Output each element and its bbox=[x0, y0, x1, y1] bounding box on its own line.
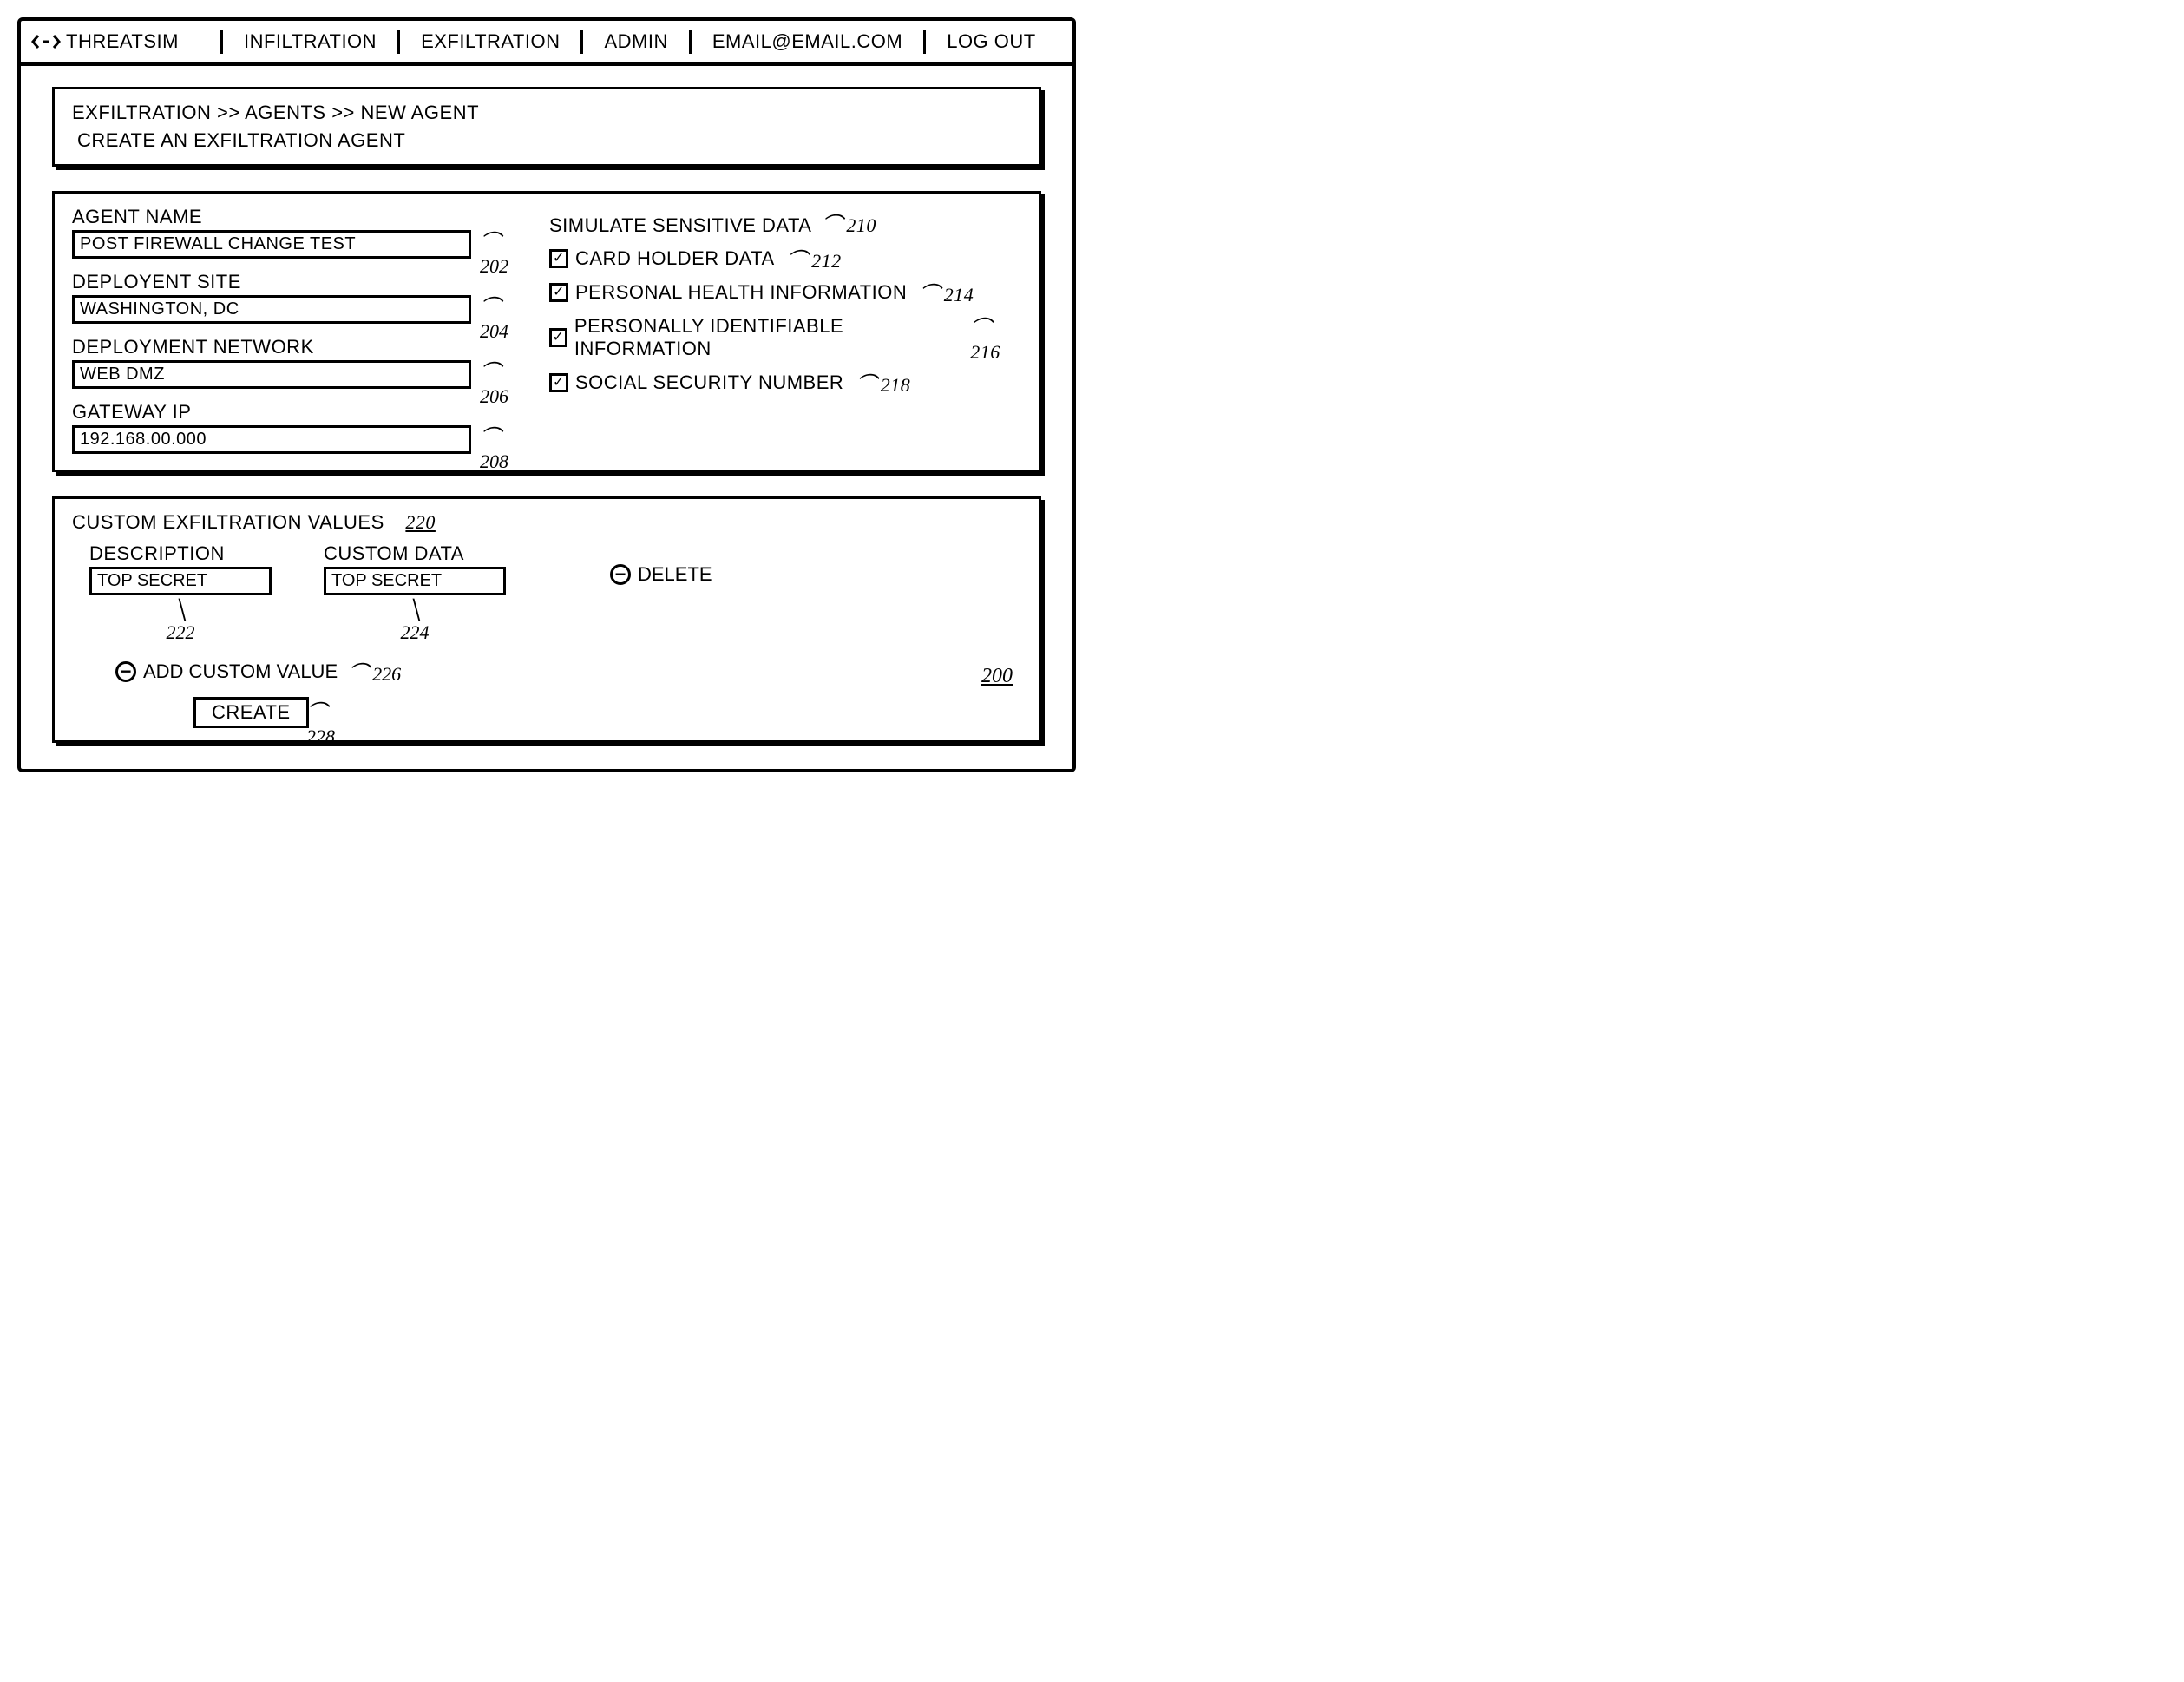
deploy-site-label: DEPLOYENT SITE bbox=[72, 271, 523, 293]
nav-infiltration[interactable]: INFILTRATION bbox=[223, 30, 397, 53]
ref-202: ⌒202 bbox=[480, 225, 523, 278]
ref-214: ⌒214 bbox=[919, 277, 974, 307]
check-card-holder[interactable]: ✓ CARD HOLDER DATA ⌒212 bbox=[549, 243, 1021, 273]
delete-label: DELETE bbox=[638, 563, 712, 586]
deploy-net-label: DEPLOYMENT NETWORK bbox=[72, 336, 523, 358]
add-custom-button[interactable]: − ADD CUSTOM VALUE ⌒226 bbox=[115, 656, 1021, 687]
header-panel: EXFILTRATION >> AGENTS >> NEW AGENT CREA… bbox=[52, 87, 1041, 167]
ref-206: ⌒206 bbox=[480, 355, 523, 408]
custom-values-panel: CUSTOM EXFILTRATION VALUES 220 DESCRIPTI… bbox=[52, 496, 1041, 743]
gateway-input[interactable] bbox=[72, 425, 471, 454]
breadcrumb: EXFILTRATION >> AGENTS >> NEW AGENT bbox=[72, 102, 1021, 124]
ref-200: 200 bbox=[981, 665, 1013, 688]
brand-icon bbox=[31, 32, 61, 51]
navbar: THREATSIM INFILTRATION EXFILTRATION ADMI… bbox=[21, 21, 1072, 66]
checkbox-icon: ✓ bbox=[549, 249, 568, 268]
ref-216: ⌒216 bbox=[970, 311, 1021, 364]
check-ssn[interactable]: ✓ SOCIAL SECURITY NUMBER ⌒218 bbox=[549, 367, 1021, 398]
ref-210: ⌒210 bbox=[822, 214, 876, 236]
agent-name-label: AGENT NAME bbox=[72, 206, 523, 228]
ref-208: ⌒208 bbox=[480, 420, 523, 473]
check-label: CARD HOLDER DATA bbox=[575, 247, 775, 270]
check-pii[interactable]: ✓ PERSONALLY IDENTIFIABLE INFORMATION ⌒2… bbox=[549, 311, 1021, 364]
nav-exfiltration[interactable]: EXFILTRATION bbox=[400, 30, 580, 53]
content-area: EXFILTRATION >> AGENTS >> NEW AGENT CREA… bbox=[21, 66, 1072, 769]
nav-logout[interactable]: LOG OUT bbox=[926, 30, 1057, 53]
nav-email[interactable]: EMAIL@EMAIL.COM bbox=[692, 30, 923, 53]
checkbox-icon: ✓ bbox=[549, 328, 567, 347]
ref-204: ⌒204 bbox=[480, 290, 523, 343]
checkbox-icon: ✓ bbox=[549, 283, 568, 302]
ref-224: ╲224 bbox=[324, 599, 506, 644]
check-phi[interactable]: ✓ PERSONAL HEALTH INFORMATION ⌒214 bbox=[549, 277, 1021, 307]
ref-228: ⌒228 bbox=[306, 695, 335, 748]
gateway-label: GATEWAY IP bbox=[72, 401, 523, 424]
deploy-net-input[interactable] bbox=[72, 360, 471, 389]
add-label: ADD CUSTOM VALUE bbox=[143, 660, 338, 683]
custom-data-input[interactable] bbox=[324, 567, 506, 595]
ref-212: ⌒212 bbox=[787, 243, 842, 273]
minus-icon: − bbox=[610, 564, 631, 585]
app-frame: THREATSIM INFILTRATION EXFILTRATION ADMI… bbox=[17, 17, 1076, 772]
ref-220: 220 bbox=[405, 511, 436, 533]
minus-icon: − bbox=[115, 661, 136, 682]
delete-button[interactable]: − DELETE bbox=[610, 563, 712, 586]
description-input[interactable] bbox=[89, 567, 272, 595]
ref-222: ╲222 bbox=[89, 599, 272, 644]
checkbox-icon: ✓ bbox=[549, 373, 568, 392]
ref-218: ⌒218 bbox=[856, 367, 910, 398]
page-title: CREATE AN EXFILTRATION AGENT bbox=[77, 129, 1021, 152]
ref-226: ⌒226 bbox=[348, 656, 401, 687]
agent-form-panel: AGENT NAME ⌒202 DEPLOYENT SITE ⌒204 DEPL… bbox=[52, 191, 1041, 472]
check-label: SOCIAL SECURITY NUMBER bbox=[575, 371, 843, 394]
simulate-heading: SIMULATE SENSITIVE DATA ⌒210 bbox=[549, 207, 1021, 238]
description-label: DESCRIPTION bbox=[89, 542, 272, 565]
agent-name-input[interactable] bbox=[72, 230, 471, 259]
brand[interactable]: THREATSIM bbox=[31, 30, 220, 53]
create-button[interactable]: CREATE bbox=[193, 697, 309, 728]
check-label: PERSONALLY IDENTIFIABLE INFORMATION bbox=[574, 315, 958, 360]
check-label: PERSONAL HEALTH INFORMATION bbox=[575, 281, 907, 304]
deploy-site-input[interactable] bbox=[72, 295, 471, 324]
custom-data-label: CUSTOM DATA bbox=[324, 542, 506, 565]
custom-section-title: CUSTOM EXFILTRATION VALUES 220 bbox=[72, 511, 1021, 534]
nav-admin[interactable]: ADMIN bbox=[583, 30, 688, 53]
brand-label: THREATSIM bbox=[66, 30, 200, 53]
